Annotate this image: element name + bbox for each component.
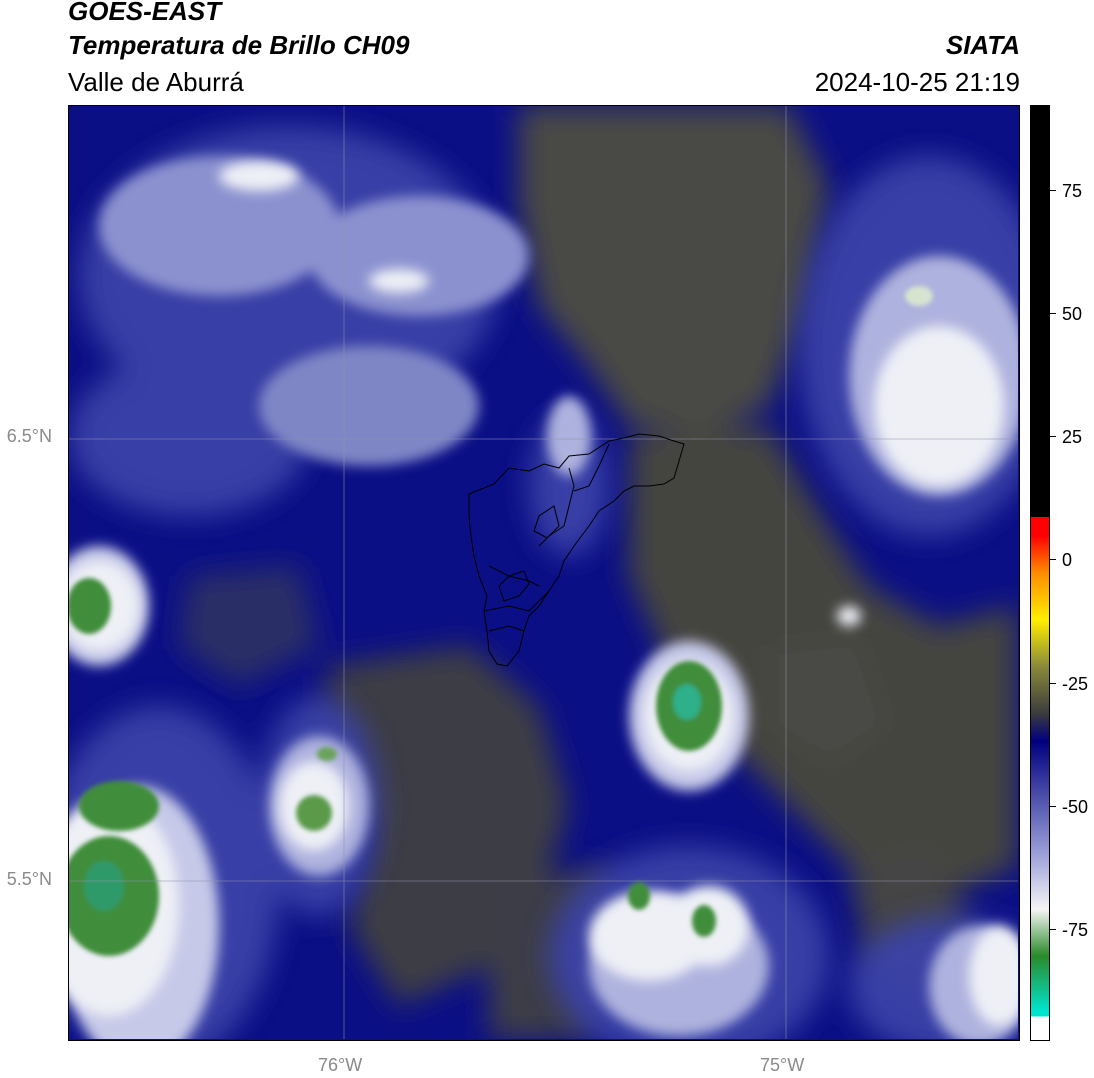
colorbar-label-75: 75 bbox=[1062, 181, 1083, 201]
title-product: Temperatura de Brillo CH09 bbox=[68, 30, 410, 60]
colorbar-label-50: 50 bbox=[1062, 304, 1083, 324]
colorbar-tick bbox=[1050, 806, 1056, 807]
boundary-6 bbox=[533, 505, 560, 539]
colorbar-label-25: 25 bbox=[1062, 427, 1083, 447]
colorbar-label-minus25: -25 bbox=[1062, 674, 1089, 694]
lon-label-76W: 76°W bbox=[318, 1055, 363, 1075]
lon-label-75W: 75°W bbox=[760, 1055, 805, 1075]
colorbar-tick bbox=[1050, 559, 1056, 560]
colorbar-label-minus50: -50 bbox=[1062, 797, 1089, 817]
lat-label-5.5N: 5.5°N bbox=[6, 869, 52, 889]
colorbar-tick bbox=[1050, 929, 1056, 930]
colorbar bbox=[1030, 105, 1050, 1041]
title-satellite: GOES-EAST bbox=[68, 0, 222, 26]
colorbar-tick bbox=[1050, 683, 1056, 684]
colorbar-tick bbox=[1050, 190, 1056, 191]
colorbar-tick bbox=[1050, 313, 1056, 314]
graticule bbox=[69, 106, 1018, 1039]
region-name: Valle de Aburrá bbox=[68, 67, 244, 97]
lat-label-6.5N: 6.5°N bbox=[6, 426, 52, 446]
satellite-map bbox=[68, 105, 1020, 1041]
boundary-7 bbox=[488, 625, 525, 632]
colorbar-label-minus75: -75 bbox=[1062, 920, 1089, 940]
boundary-2 bbox=[573, 443, 610, 492]
valley-outline bbox=[468, 433, 685, 667]
org-name: SIATA bbox=[945, 30, 1020, 60]
boundary-4 bbox=[483, 590, 550, 612]
datetime: 2024-10-25 21:19 bbox=[814, 67, 1020, 97]
colorbar-label-0: 0 bbox=[1062, 550, 1073, 570]
brightness-temperature-field bbox=[69, 106, 1018, 1039]
colorbar-tick bbox=[1050, 436, 1056, 437]
boundary-5 bbox=[498, 570, 530, 602]
boundary-3 bbox=[488, 565, 540, 587]
cloud-cold-cores bbox=[69, 286, 933, 956]
municipal-boundaries bbox=[468, 433, 685, 667]
